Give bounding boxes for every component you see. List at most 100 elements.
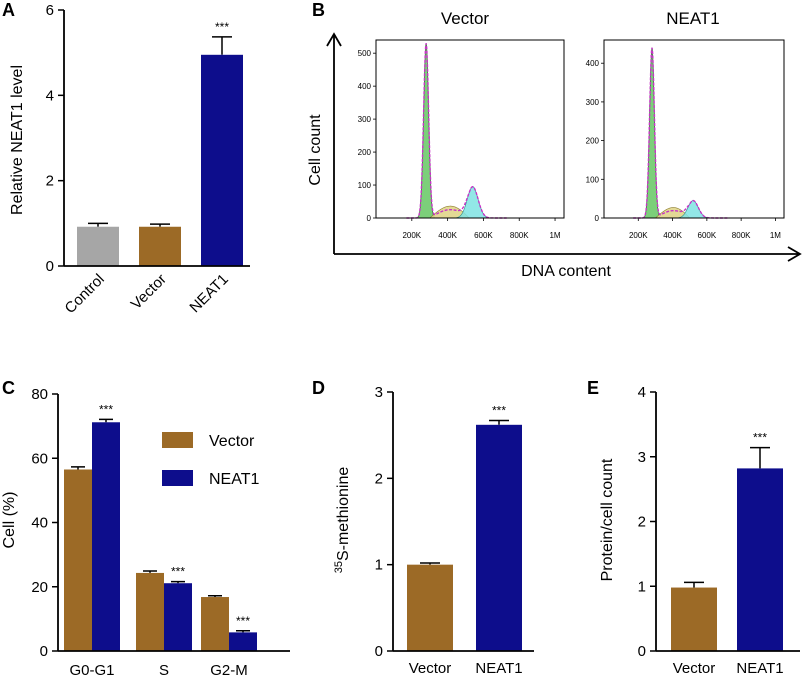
histogram-fit-line xyxy=(406,43,507,219)
panel-e-y-tick-label: 2 xyxy=(638,514,646,531)
panel-e-bar-chart: Protein/cell count 0 1 2 3 4 Vector *** NEAT1 xyxy=(599,384,800,677)
histogram-y-tick-label: 200 xyxy=(358,148,372,157)
panel-a-control-error-bar xyxy=(88,222,108,227)
histogram-x-tick-label: 400K xyxy=(663,231,682,240)
panel-c-x-tick-label-g2-m: G2-M xyxy=(210,662,248,679)
histogram-y-tick-label: 400 xyxy=(358,82,372,91)
panel-letter-c: C xyxy=(2,378,15,398)
panel-c-x-tick-label-g0-g1: G0-G1 xyxy=(69,662,114,679)
panel-a-vector-error-bar xyxy=(150,223,170,227)
panel-c-bar-g2-m-vector xyxy=(201,597,229,651)
panel-d-significance-neat1: *** xyxy=(492,403,506,417)
panel-d-x-tick-label-neat1: NEAT1 xyxy=(475,660,522,677)
histogram-y-tick-label: 500 xyxy=(358,49,372,58)
panel-e-y-axis-label: Protein/cell count xyxy=(599,458,616,581)
panel-c-g2-m-vector-error-bar xyxy=(208,594,222,598)
panel-c-bar-g2-m-neat1 xyxy=(229,632,257,651)
panel-c-bar-g0-g1-vector xyxy=(64,469,92,651)
panel-e-y-tick-label: 0 xyxy=(638,643,646,660)
histogram-x-tick-label: 1M xyxy=(770,231,781,240)
panel-letter-a: A xyxy=(2,0,15,20)
histogram-x-tick-label: 600K xyxy=(698,231,717,240)
panel-c-bar-s-neat1 xyxy=(164,583,192,651)
panel-a-bar-neat1 xyxy=(201,54,243,266)
panel-c-bar-s-vector xyxy=(136,572,164,651)
panel-a-y-axis-label: Relative NEAT1 level xyxy=(9,65,26,215)
panel-d-y-tick-label: 2 xyxy=(375,470,383,487)
panel-d-y-tick-label: 1 xyxy=(375,557,383,574)
panel-e-bar-neat1 xyxy=(737,468,783,651)
legend-swatch-neat1 xyxy=(162,470,193,486)
panel-c-g2-m-neat1-error-bar xyxy=(236,630,250,633)
panel-e-bar-vector xyxy=(671,587,717,651)
panel-d-vector-error-bar xyxy=(420,562,440,565)
histogram-s-phase xyxy=(654,207,691,219)
panel-d-bar-neat1 xyxy=(476,424,522,651)
panel-c-s-vector-error-bar xyxy=(143,570,157,573)
panel-d-y-axis-label: 35S-methionine xyxy=(333,467,352,574)
legend-label-neat1: NEAT1 xyxy=(209,471,259,488)
panel-b-y-axis-arrow xyxy=(326,32,342,254)
histogram-g1-peak xyxy=(634,47,670,219)
histogram-fit-line xyxy=(633,47,730,219)
histogram-x-tick-label: 200K xyxy=(629,231,648,240)
panel-a-bar-control xyxy=(77,226,119,266)
histogram-x-tick-label: 200K xyxy=(402,231,421,240)
panel-e-x-tick-label-vector: Vector xyxy=(673,660,716,677)
histogram-x-tick-label: 1M xyxy=(549,231,560,240)
panel-c-y-axis-label: Cell (%) xyxy=(1,492,18,549)
panel-d-neat1-error-bar xyxy=(489,419,509,425)
panel-c-significance-g2-m: *** xyxy=(236,614,250,628)
histogram-x-tick-label: 800K xyxy=(732,231,751,240)
panel-c-y-tick-label: 20 xyxy=(31,579,48,596)
panel-a-x-tick-label-neat1: NEAT1 xyxy=(186,271,231,316)
histogram-y-tick-label: 300 xyxy=(358,115,372,124)
histogram-neat1: 0 100 200 300 400 200K 400K 600K 800K 1M xyxy=(586,39,785,240)
histogram-x-tick-label: 800K xyxy=(510,231,529,240)
histogram-frame-neat1 xyxy=(603,39,785,219)
panel-d-x-tick-label-vector: Vector xyxy=(409,660,452,677)
histogram-g1-peak xyxy=(408,43,445,219)
panel-b-flow-histograms: Cell count DNA content Vector NEAT1 0 100… xyxy=(307,9,802,280)
panel-e-y-tick-label: 4 xyxy=(638,384,646,401)
panel-c-grouped-bar-chart: Cell (%) Vector NEAT1 0 20 40 60 80 *** G0-G1 *… xyxy=(1,386,290,679)
legend-label-vector: Vector xyxy=(209,433,255,450)
panel-a-y-tick-label: 4 xyxy=(46,87,54,104)
histogram-y-tick-label: 200 xyxy=(586,137,600,146)
panel-a-y-tick-label: 2 xyxy=(46,173,54,190)
panel-c-y-tick-label: 80 xyxy=(31,386,48,403)
histogram-y-tick-label: 0 xyxy=(595,214,600,223)
histogram-title-vector: Vector xyxy=(441,9,490,28)
histogram-y-tick-label: 0 xyxy=(367,214,372,223)
panel-a-x-tick-label-vector: Vector xyxy=(128,271,170,313)
panel-c-g0-g1-neat1-error-bar xyxy=(99,418,113,423)
histogram-y-tick-label: 100 xyxy=(586,175,600,184)
panel-d-y-axis-label-main: S-methionine xyxy=(335,467,352,561)
panel-a-significance-neat1: *** xyxy=(215,20,229,34)
panel-c-y-tick-label: 60 xyxy=(31,450,48,467)
panel-c-bar-g0-g1-neat1 xyxy=(92,422,120,651)
panel-c-y-tick-label: 40 xyxy=(31,515,48,532)
panel-a-bar-vector xyxy=(139,226,181,266)
panel-letter-b: B xyxy=(312,0,325,20)
panel-d-y-tick-label: 0 xyxy=(375,643,383,660)
histogram-x-tick-label: 600K xyxy=(474,231,493,240)
panel-e-significance-neat1: *** xyxy=(753,431,767,445)
panel-e-y-tick-label: 1 xyxy=(638,578,646,595)
panel-e-y-tick-label: 3 xyxy=(638,449,646,466)
panel-a-neat1-error-bar xyxy=(212,36,232,55)
histogram-y-tick-label: 100 xyxy=(358,181,372,190)
panel-letter-d: D xyxy=(312,378,325,398)
panel-d-bar-vector xyxy=(407,564,453,651)
panel-a-bar-chart: Relative NEAT1 level 0 2 4 6 Control Vector **… xyxy=(9,2,250,317)
histogram-x-tick-label: 400K xyxy=(438,231,457,240)
panel-b-x-axis-label: DNA content xyxy=(521,263,611,280)
histogram-title-neat1: NEAT1 xyxy=(666,9,720,28)
panel-c-significance-g0-g1: *** xyxy=(99,402,113,416)
histogram-vector: 0 100 200 300 400 500 200K 400K 600K 800K 1M xyxy=(358,39,565,240)
panel-d-bar-chart: 35S-methionine 0 1 2 3 Vector *** NEAT1 xyxy=(333,384,534,677)
histogram-y-tick-label: 400 xyxy=(586,59,600,68)
histogram-y-tick-label: 300 xyxy=(586,98,600,107)
legend-swatch-vector xyxy=(162,432,193,448)
